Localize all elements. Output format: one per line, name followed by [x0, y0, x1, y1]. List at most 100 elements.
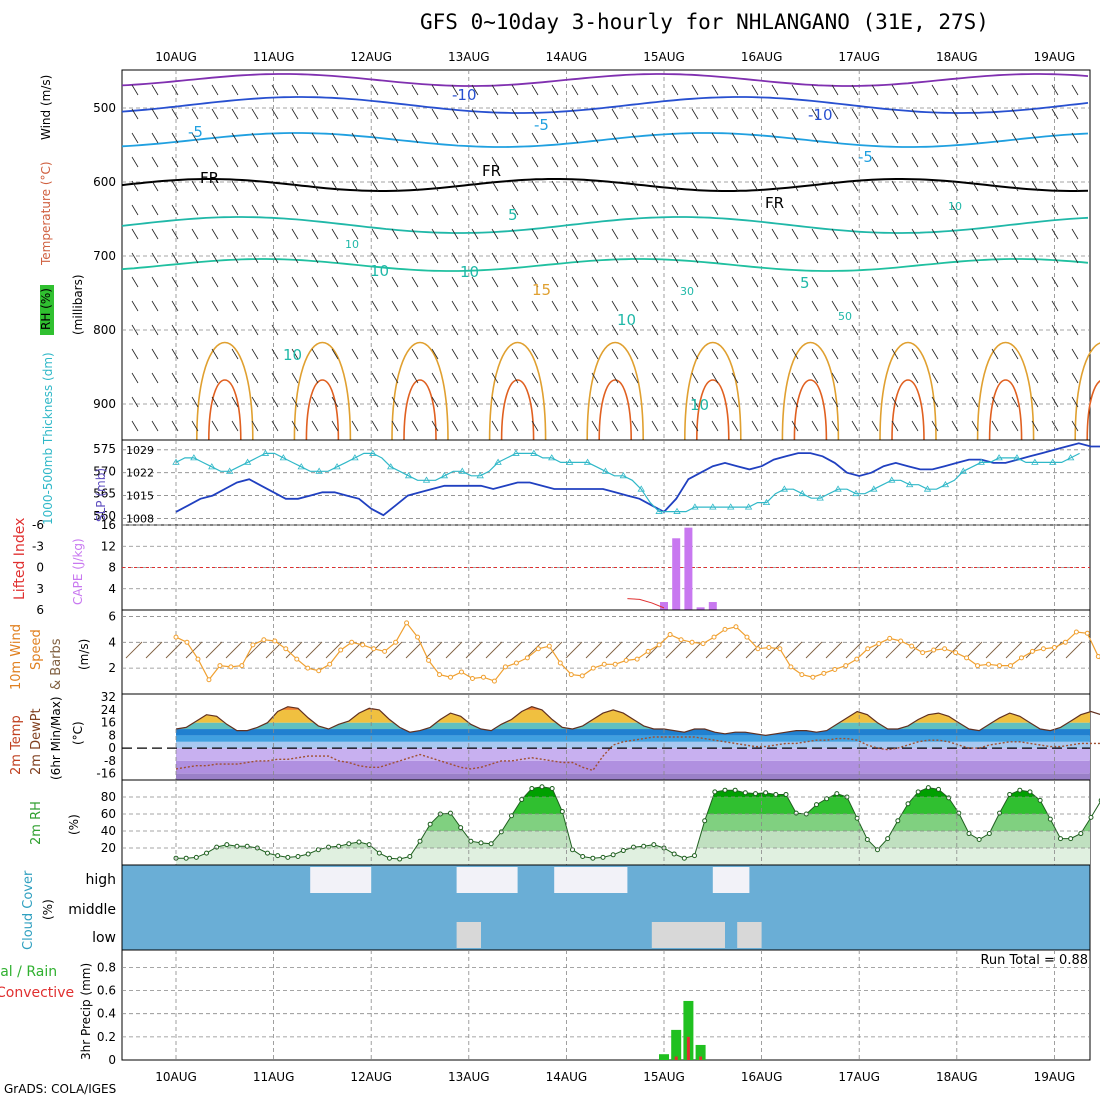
upper-wind-barb — [691, 84, 699, 96]
thickness-marker — [261, 449, 270, 456]
upper-wind-barb — [611, 324, 619, 336]
upper-wind-barb — [851, 180, 859, 192]
upper-wind-barb — [831, 180, 839, 192]
upper-wind-barb — [1071, 84, 1079, 96]
upper-wind-barb — [931, 156, 939, 168]
upper-wind-barb — [751, 300, 759, 312]
upper-wind-barb — [571, 396, 579, 408]
upper-wind-barb — [331, 132, 339, 144]
contour-label: -10 — [452, 86, 477, 104]
upper-wind-barb — [331, 348, 339, 360]
upper-wind-barb — [671, 132, 679, 144]
upper-wind-barb — [391, 348, 399, 360]
upper-wind-barb — [491, 276, 499, 288]
upper-wind-barb — [771, 276, 779, 288]
thickness-marker — [512, 449, 520, 456]
upper-wind-barb — [691, 372, 699, 384]
upper-wind-barb — [211, 300, 219, 312]
upper-wind-barb — [471, 108, 479, 120]
wind-speed-marker — [1051, 644, 1057, 650]
upper-wind-barb — [151, 396, 159, 408]
upper-wind-barb — [511, 348, 519, 360]
rh-marker — [183, 855, 189, 861]
contour-label: FR — [482, 162, 501, 180]
upper-wind-barb — [151, 156, 159, 168]
thickness-marker — [1031, 458, 1039, 465]
upper-wind-barb — [931, 132, 939, 144]
upper-wind-barb — [1011, 132, 1019, 144]
surface-wind-barb — [745, 641, 763, 659]
surface-wind-barb — [225, 641, 243, 659]
upper-wind-barb — [951, 228, 959, 240]
surface-wind-barb — [465, 641, 483, 659]
upper-wind-barb — [251, 396, 259, 408]
upper-wind-barb — [551, 324, 559, 336]
upper-wind-barb — [991, 372, 999, 384]
upper-wind-barb — [131, 84, 139, 96]
upper-wind-barb — [591, 156, 599, 168]
upper-wind-barb — [711, 300, 719, 312]
upper-wind-barb — [151, 348, 159, 360]
upper-wind-barb — [811, 372, 819, 384]
surface-wind-barb — [565, 641, 583, 659]
surface-wind-barb — [885, 641, 903, 659]
upper-wind-barb — [751, 132, 759, 144]
rh-marker — [875, 847, 880, 853]
upper-wind-barb — [291, 204, 299, 216]
rh-marker — [539, 784, 545, 790]
upper-wind-barb — [711, 324, 719, 336]
wind-speed-marker — [1073, 629, 1079, 635]
upper-wind-barb — [1051, 396, 1059, 408]
upper-wind-barb — [371, 372, 379, 384]
upper-wind-barb — [371, 252, 379, 264]
upper-wind-barb — [611, 204, 619, 216]
upper-wind-barb — [1051, 300, 1059, 312]
surface-wind-barb — [825, 641, 843, 659]
upper-wind-barb — [391, 180, 399, 192]
rh-marker — [295, 854, 301, 859]
rh-marker — [620, 848, 626, 854]
upper-wind-barb — [411, 156, 419, 168]
upper-wind-barb — [371, 420, 379, 432]
bottom-date-label: 15AUG — [643, 1070, 685, 1084]
upper-wind-barb — [951, 276, 959, 288]
upper-wind-barb — [751, 252, 759, 264]
upper-wind-barb — [771, 324, 779, 336]
top-date-label: 12AUG — [350, 50, 392, 64]
upper-wind-barb — [331, 324, 339, 336]
upper-wind-barb — [511, 204, 519, 216]
upper-wind-barb — [771, 372, 779, 384]
upper-wind-barb — [291, 372, 299, 384]
upper-wind-barb — [371, 300, 379, 312]
rh-marker — [1047, 816, 1053, 822]
contour-label: 10 — [690, 396, 709, 414]
upper-wind-barb — [631, 84, 639, 96]
rh-marker — [559, 808, 565, 814]
upper-wind-barb — [251, 108, 259, 120]
upper-wind-barb — [231, 324, 239, 336]
upper-wind-barb — [231, 156, 239, 168]
rh-marker — [814, 802, 819, 808]
upper-wind-barb — [351, 108, 359, 120]
upper-wind-barb — [931, 252, 939, 264]
upper-wind-barb — [411, 324, 419, 336]
upper-wind-barb — [231, 276, 239, 288]
upper-wind-barb — [771, 252, 779, 264]
upper-wind-barb — [891, 252, 899, 264]
upper-wind-barb — [1011, 324, 1019, 336]
upper-wind-barb — [551, 180, 559, 192]
wind-speed-marker — [239, 663, 245, 669]
thickness-marker — [709, 503, 717, 510]
upper-wind-barb — [931, 204, 939, 216]
upper-wind-barb — [511, 180, 519, 192]
upper-wind-barb — [571, 276, 579, 288]
rh-marker — [1078, 831, 1084, 837]
upper-wind-barb — [131, 180, 139, 192]
wind-speed-marker — [173, 634, 179, 640]
upper-wind-barb — [171, 276, 179, 288]
upper-wind-barb — [871, 228, 879, 240]
upper-wind-barb — [351, 252, 359, 264]
cloud-level-label: high — [85, 872, 116, 888]
isotherm-15-lobe — [488, 341, 547, 441]
thickness-marker — [422, 476, 431, 483]
